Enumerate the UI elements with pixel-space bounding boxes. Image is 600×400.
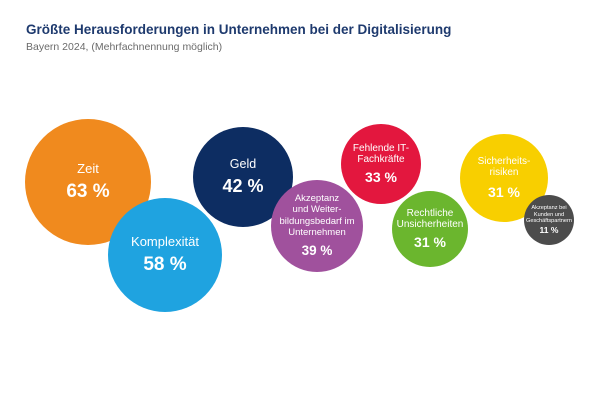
bubble-value: 42 % — [222, 176, 264, 197]
chart-title: Größte Herausforderungen in Unternehmen … — [26, 22, 452, 37]
bubble-label: Komplexität — [131, 233, 199, 249]
bubble-label: Akzeptanz bei Kunden und Geschäftspartne… — [525, 204, 573, 225]
bubble-value: 63 % — [66, 181, 110, 203]
bubble-label: Zeit — [77, 160, 99, 176]
bubble-value: 11 % — [539, 224, 559, 235]
bubble-label: Sicherheits- risiken — [477, 155, 531, 179]
bubble-value: 58 % — [143, 254, 187, 276]
bubble-1: Komplexität 58 % — [108, 198, 222, 312]
bubble-label: Rechtliche Unsicherheiten — [396, 207, 464, 231]
bubble-label: Akzeptanz und Weiter- bildungsbedarf im … — [279, 193, 355, 238]
bubble-value: 39 % — [301, 242, 333, 258]
chart-subtitle: Bayern 2024, (Mehrfachnennung möglich) — [26, 41, 223, 53]
bubble-7: Akzeptanz bei Kunden und Geschäftspartne… — [524, 195, 574, 245]
bubble-label: Fehlende IT- Fachkräfte — [352, 142, 410, 166]
bubble-3: Akzeptanz und Weiter- bildungsbedarf im … — [271, 180, 363, 272]
bubble-value: 33 % — [365, 169, 397, 186]
bubble-value: 31 % — [414, 234, 446, 251]
bubble-label: Geld — [229, 156, 257, 171]
bubble-value: 31 % — [488, 184, 520, 201]
bubble-4: Fehlende IT- Fachkräfte 33 % — [341, 124, 421, 204]
bubble-5: Rechtliche Unsicherheiten 31 % — [392, 191, 468, 267]
